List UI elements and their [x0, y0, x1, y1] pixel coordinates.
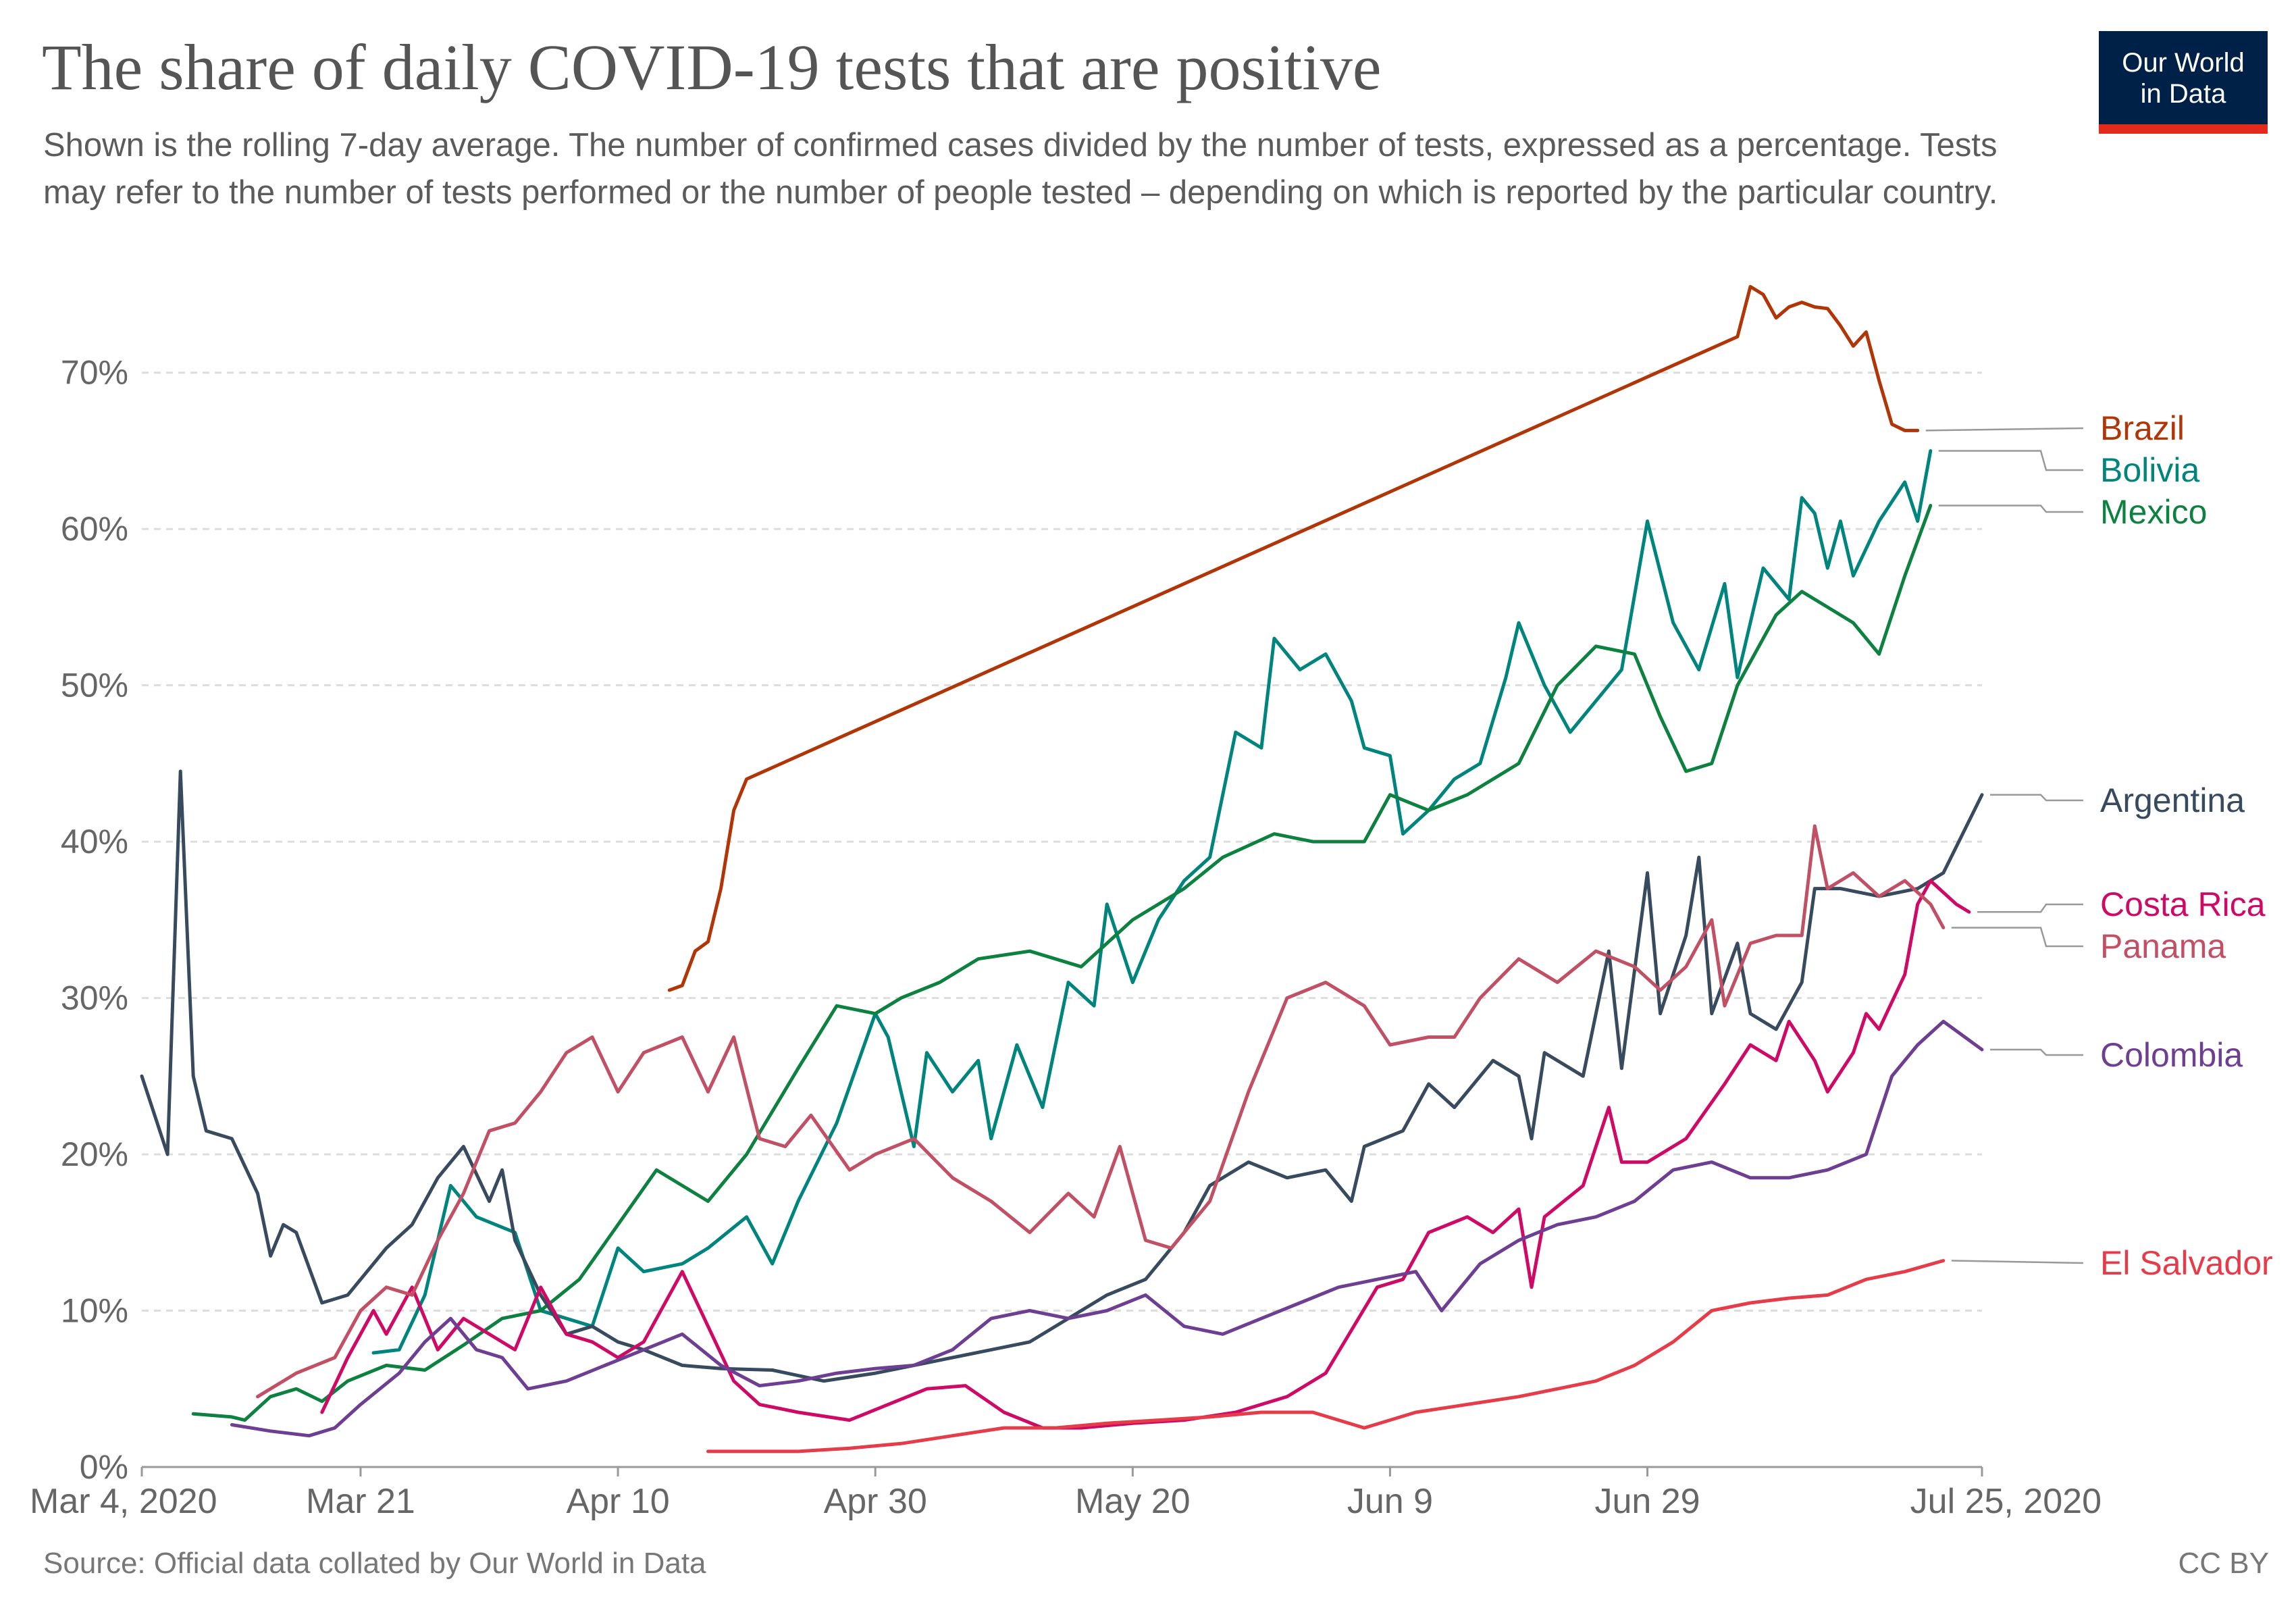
logo-line-1: Our World	[2122, 48, 2245, 78]
y-tick-label: 70%	[61, 354, 128, 392]
x-tick-label: May 20	[1075, 1482, 1191, 1521]
y-axis-ticks: 0% 10% 20% 30% 40% 50% 60% 70%	[61, 354, 128, 1486]
series-line-mexico	[191, 504, 1933, 1422]
legend-label-colombia: Colombia	[2100, 1036, 2243, 1074]
legend-connector-argentina	[1990, 794, 2083, 802]
y-tick-label: 20%	[61, 1135, 128, 1173]
legend-label-mexico: Mexico	[2100, 493, 2207, 531]
series-line-panama	[256, 824, 1946, 1399]
series-line-costa-rica	[320, 879, 1971, 1430]
legend-label-bolivia: Bolivia	[2100, 451, 2199, 489]
legend: Brazil Bolivia Mexico Argentina Costa Rica Pa…	[1925, 409, 2273, 1282]
chart-title: The share of daily COVID-19 tests that a…	[42, 31, 1382, 103]
series-line-bolivia	[371, 449, 1933, 1355]
y-tick-label: 40%	[61, 823, 128, 860]
y-tick-label: 0%	[80, 1448, 128, 1486]
legend-label-argentina: Argentina	[2100, 781, 2245, 819]
logo-line-2: in Data	[2140, 79, 2226, 109]
owid-logo[interactable]: Our World in Data	[2099, 31, 2268, 134]
x-tick-label: Jun 29	[1594, 1482, 1700, 1521]
x-tick-label: Apr 30	[824, 1482, 927, 1521]
series-line-brazil	[667, 284, 1920, 992]
legend-label-costa-rica: Costa Rica	[2100, 885, 2266, 923]
legend-label-el-salvador: El Salvador	[2100, 1244, 2273, 1282]
y-tick-label: 10%	[61, 1292, 128, 1330]
x-tick-label: Apr 10	[566, 1482, 669, 1521]
legend-connector-brazil	[1925, 427, 2084, 432]
legend-label-panama: Panama	[2100, 927, 2226, 965]
series-line-el-salvador	[706, 1259, 1946, 1453]
legend-connector-colombia	[1990, 1048, 2083, 1056]
legend-connector-mexico	[1938, 505, 2083, 513]
legend-connector-bolivia	[1938, 450, 2083, 471]
y-tick-label: 30%	[61, 979, 128, 1017]
x-axis: Mar 4, 2020 Mar 21 Apr 10 Apr 30 May 20 Jun 9…	[30, 1466, 2102, 1521]
legend-connector-panama	[1951, 927, 2083, 948]
legend-label-brazil: Brazil	[2100, 409, 2185, 447]
x-tick-label: Mar 21	[306, 1482, 415, 1521]
y-tick-label: 60%	[61, 510, 128, 548]
x-tick-label: Jun 9	[1347, 1482, 1433, 1521]
x-tick-label: Mar 4, 2020	[30, 1482, 217, 1521]
license-link[interactable]: CC BY	[2178, 1547, 2269, 1580]
y-tick-label: 50%	[61, 667, 128, 704]
grid-lines	[142, 371, 1982, 1312]
source-note: Source: Official data collated by Our Wo…	[43, 1547, 706, 1580]
chart-subtitle: Shown is the rolling 7-day average. The …	[43, 127, 1998, 211]
x-tick-label: Jul 25, 2020	[1910, 1482, 2102, 1521]
series-line-colombia	[230, 1019, 1984, 1438]
series-line-argentina	[140, 769, 1984, 1383]
series-lines	[140, 284, 1984, 1453]
legend-connector-el-salvador	[1951, 1260, 2084, 1264]
legend-connector-costa-rica	[1977, 903, 2083, 913]
